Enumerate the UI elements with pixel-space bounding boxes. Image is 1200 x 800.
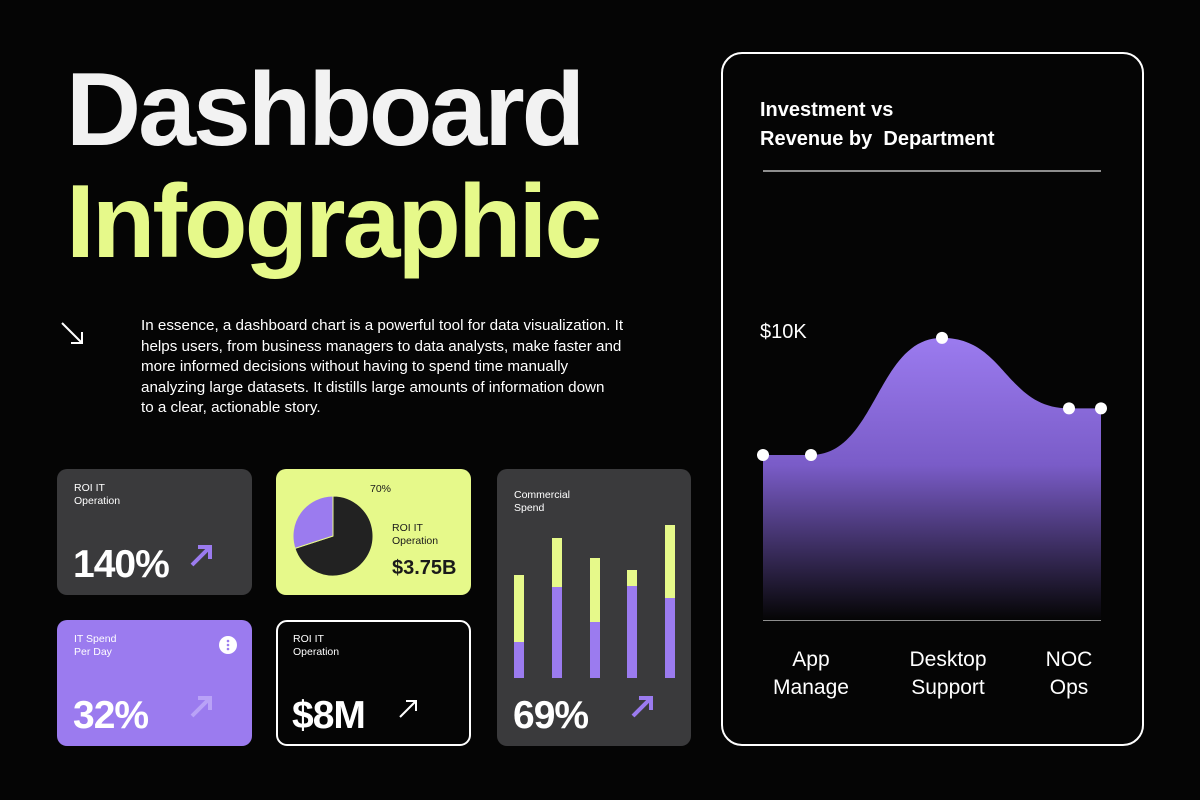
bar-segment: [627, 586, 637, 678]
card-label: ROI IT Operation: [74, 482, 120, 508]
description-line: analyzing large datasets. It distills la…: [141, 378, 605, 396]
bar-segment: [552, 538, 562, 587]
title: Infographic: [66, 164, 602, 280]
chart-title: Investment vs Revenue by Department: [760, 96, 995, 154]
description-line: to a clear, actionable story.: [141, 399, 321, 416]
title: Dashboard: [66, 52, 585, 168]
description-line: helps users, from business managers to d…: [141, 337, 622, 355]
card-value: $3.75B: [392, 557, 457, 579]
arrow-icon: [399, 700, 417, 718]
x-tick-label: Desktop Support: [909, 648, 987, 699]
label-line: Operation: [74, 495, 121, 507]
arrow-icon: [190, 545, 212, 567]
title-line: Revenue by Department: [760, 128, 995, 150]
description-line: more informed decisions without having t…: [141, 358, 569, 375]
label-line: Commercial: [514, 489, 571, 501]
bar-segment: [514, 642, 524, 678]
label-line: ROI IT: [392, 522, 423, 534]
data-point: [1063, 402, 1075, 415]
data-point: [936, 331, 948, 344]
label-line: Operation: [293, 646, 340, 658]
desc-arrow-icon: [61, 322, 83, 344]
bar-segment: [590, 558, 600, 622]
bar-segment: [665, 598, 675, 678]
card-label: Commercial Spend: [514, 489, 570, 515]
bar-segment: [627, 570, 637, 586]
card: [57, 620, 252, 746]
value-label: $10K: [760, 321, 807, 343]
label-line: Spend: [514, 502, 545, 514]
card-label: ROI IT Operation: [293, 633, 339, 659]
bar-segment: [552, 587, 562, 678]
label-line: ROI IT: [74, 482, 105, 494]
card: [276, 620, 471, 746]
arrow-icon: [631, 696, 653, 718]
data-point: [805, 448, 817, 461]
bar-segment: [514, 575, 524, 642]
card-value: 140%: [73, 543, 170, 586]
data-point: [1095, 402, 1107, 415]
card-value: $8M: [292, 694, 366, 737]
data-point: [757, 448, 769, 461]
label-line: IT Spend: [74, 633, 117, 645]
title-line: Investment vs: [760, 99, 894, 121]
value-label: 70%: [370, 483, 391, 495]
area: [763, 337, 1101, 620]
panel: [721, 52, 1144, 746]
pie-slice: [294, 495, 374, 577]
pie-slice: [292, 495, 334, 549]
bar-segment: [590, 622, 600, 678]
card-value: 32%: [73, 694, 149, 737]
label-line: Operation: [392, 535, 439, 547]
bar-segment: [665, 525, 675, 598]
card-value: 69%: [513, 694, 589, 737]
label-line: ROI IT: [293, 633, 324, 645]
arrow-icon: [190, 696, 212, 718]
menu-button[interactable]: [219, 636, 237, 654]
card: [57, 469, 252, 595]
label-line: Per Day: [74, 646, 112, 658]
x-tick-label: NOC Ops: [1045, 648, 1093, 699]
description: In essence, a dashboard chart is a power…: [141, 316, 623, 419]
description-line: In essence, a dashboard chart is a power…: [141, 317, 624, 334]
card-label: ROI IT Operation: [392, 522, 438, 548]
x-tick-label: App Manage: [773, 648, 849, 699]
card-label: IT Spend Per Day: [74, 633, 116, 659]
